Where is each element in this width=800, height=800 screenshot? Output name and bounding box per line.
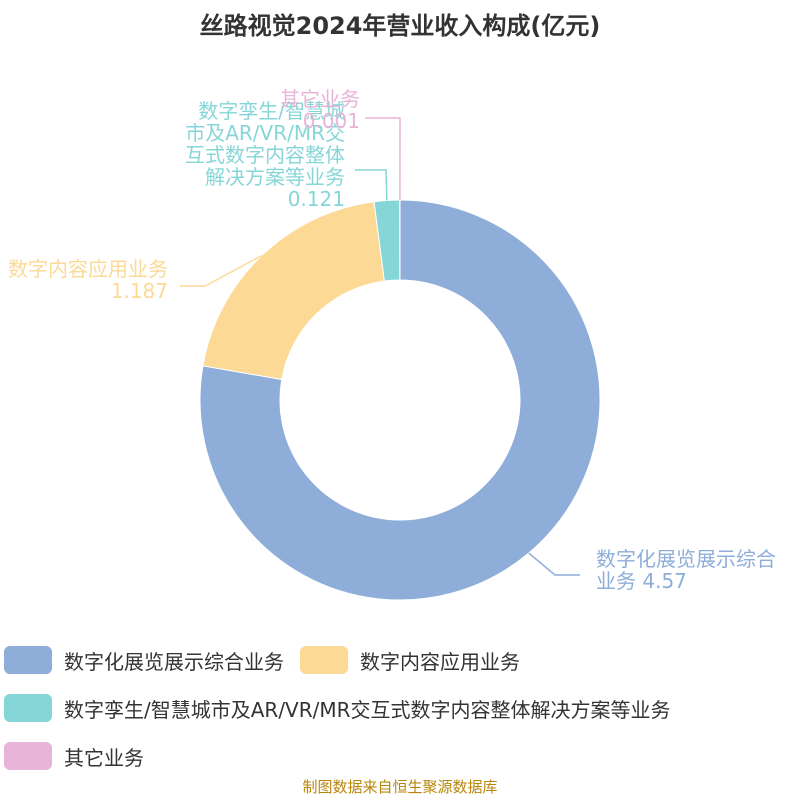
legend-label: 其它业务 xyxy=(64,745,144,770)
legend-swatch xyxy=(4,742,52,770)
slice-label: 数字孪生/智慧城市及AR/VR/MR交互式数字内容整体解决方案等业务 0.121 xyxy=(185,100,345,210)
label-value: 1.187 xyxy=(110,279,168,303)
slice-label: 数字化展览展示综合业务 4.57 xyxy=(596,548,776,592)
label-name: 数字内容应用业务 xyxy=(8,257,168,281)
leader-line xyxy=(528,552,580,576)
slice-label: 其它业务 0.001 xyxy=(240,88,360,132)
label-name: 其它业务 xyxy=(280,87,360,111)
chart-title: 丝路视觉2024年营业收入构成(亿元) xyxy=(199,12,601,40)
legend-item: 数字内容应用业务 xyxy=(300,636,520,684)
label-name: 数字孪生/智慧城市及AR/VR/MR交互式数字内容整体解决方案等业务 xyxy=(185,99,345,189)
legend-item: 数字化展览展示综合业务 xyxy=(4,636,284,684)
label-value: 4.57 xyxy=(642,569,687,593)
legend-swatch xyxy=(4,694,52,722)
legend: 数字化展览展示综合业务 数字内容应用业务数字孪生/智慧城市及AR/VR/MR交互式… xyxy=(4,636,800,780)
legend-item: 其它业务 xyxy=(4,732,144,780)
label-value: 0.121 xyxy=(287,187,345,211)
legend-swatch xyxy=(300,646,348,674)
legend-swatch xyxy=(4,646,52,674)
source: 制图数据来自恒生聚源数据库 xyxy=(302,778,498,796)
slice xyxy=(202,201,385,381)
slice xyxy=(199,199,601,601)
label-name: 数字化展览展示综合业务 xyxy=(596,547,776,593)
slice-label: 数字内容应用业务 1.187 xyxy=(0,258,168,302)
legend-item: 数字孪生/智慧城市及AR/VR/MR交互式数字内容整体解决方案等业务 xyxy=(4,684,671,732)
legend-label: 数字化展览展示综合业务 xyxy=(64,649,284,674)
label-value: 0.001 xyxy=(302,109,360,133)
legend-label: 数字内容应用业务 xyxy=(360,649,520,674)
legend-label: 数字孪生/智慧城市及AR/VR/MR交互式数字内容整体解决方案等业务 xyxy=(64,697,671,722)
leader-line xyxy=(180,255,262,287)
leader-line xyxy=(365,117,401,201)
leader-line xyxy=(355,169,388,201)
